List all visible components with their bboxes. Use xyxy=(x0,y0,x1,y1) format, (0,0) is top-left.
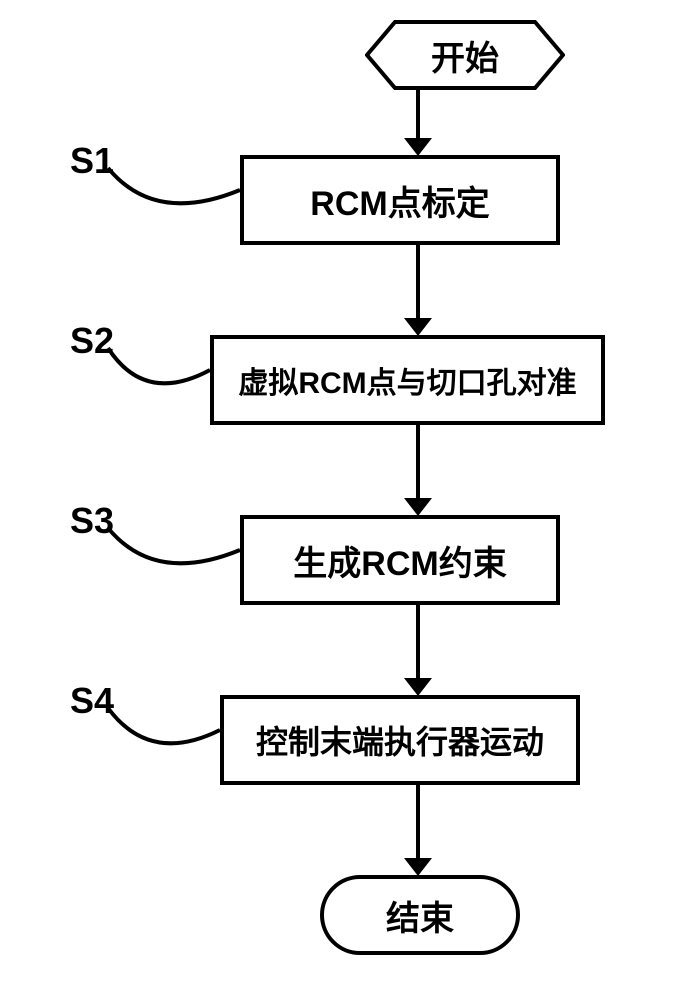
node-s3: 生成RCM约束 xyxy=(240,515,560,605)
node-s2-label: 虚拟RCM点与切口孔对准 xyxy=(238,358,576,402)
node-s1: RCM点标定 xyxy=(240,155,560,245)
node-end-label: 结束 xyxy=(386,891,454,940)
arrowhead-start-s1 xyxy=(404,138,432,156)
edge-s2-s3 xyxy=(416,425,420,501)
node-end: 结束 xyxy=(320,875,520,955)
node-s1-label: RCM点标定 xyxy=(310,176,489,225)
edge-s3-s4 xyxy=(416,605,420,681)
edge-s4-end xyxy=(416,785,420,861)
node-s4-label: 控制末端执行器运动 xyxy=(256,717,544,763)
node-start-label: 开始 xyxy=(431,31,499,80)
connector-s3 xyxy=(100,520,245,575)
node-s4: 控制末端执行器运动 xyxy=(220,695,580,785)
node-s3-label: 生成RCM约束 xyxy=(293,536,506,585)
arrowhead-s3-s4 xyxy=(404,678,432,696)
edge-start-s1 xyxy=(416,90,420,141)
connector-s1 xyxy=(100,160,245,215)
node-s2: 虚拟RCM点与切口孔对准 xyxy=(210,335,605,425)
connector-s4 xyxy=(100,700,225,755)
edge-s1-s2 xyxy=(416,245,420,321)
arrowhead-s4-end xyxy=(404,858,432,876)
connector-s2 xyxy=(100,340,215,395)
flowchart-canvas: 开始 RCM点标定 虚拟RCM点与切口孔对准 生成RCM约束 控制末端执行器运动… xyxy=(0,0,681,982)
node-start: 开始 xyxy=(365,20,565,90)
arrowhead-s2-s3 xyxy=(404,498,432,516)
arrowhead-s1-s2 xyxy=(404,318,432,336)
